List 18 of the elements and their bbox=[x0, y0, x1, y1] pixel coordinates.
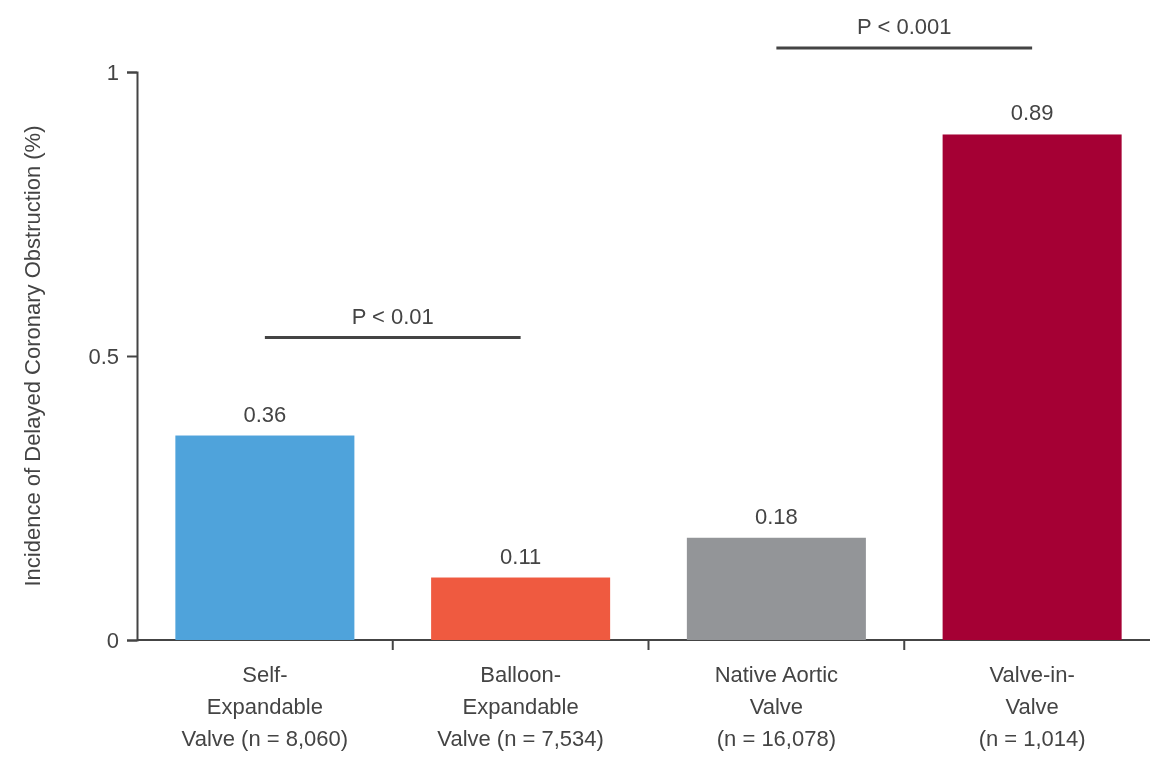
bar bbox=[431, 577, 611, 640]
y-tick-label: 1 bbox=[106, 59, 119, 85]
y-axis-title: Incidence of Delayed Coronary Obstruction (%) bbox=[20, 125, 45, 587]
x-tick-label: Native Aortic Valve (n = 16,078) bbox=[714, 662, 839, 751]
bar bbox=[942, 134, 1122, 640]
bar bbox=[175, 435, 355, 640]
x-tick-label: Self- Expandable Valve (n = 8,060) bbox=[181, 662, 349, 751]
text: P < 0.001 bbox=[857, 14, 952, 39]
data-label: 0.11 bbox=[500, 543, 542, 569]
data-label: 0.89 bbox=[1010, 100, 1054, 126]
x-tick-label: Balloon- Expandable Valve (n = 7,534) bbox=[437, 662, 604, 751]
data-label: 0.36 bbox=[243, 401, 287, 427]
y-tick-label: 0 bbox=[106, 627, 119, 653]
x-tick-label: Valve-in- Valve (n = 1,014) bbox=[978, 662, 1086, 751]
data-label: 0.18 bbox=[754, 503, 798, 529]
annotation: P < 0.01 bbox=[351, 303, 434, 329]
y-tick-label: 0.5 bbox=[88, 343, 119, 369]
bar bbox=[686, 537, 866, 640]
